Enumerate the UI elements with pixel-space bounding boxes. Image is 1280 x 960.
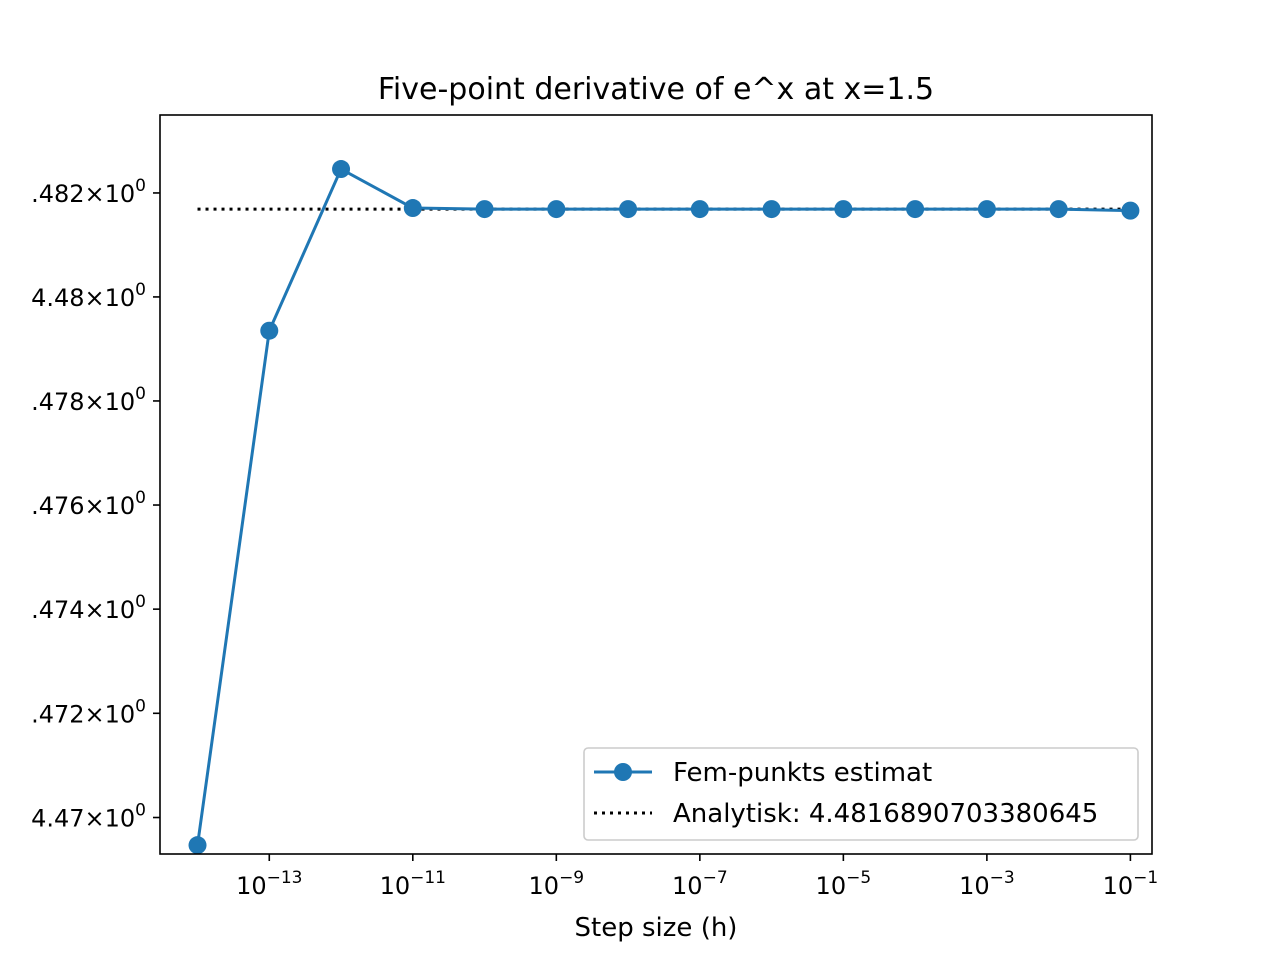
y-axis-ticks: 4.47×100 .472×100 .474×100 .476×100 .478×100… <box>31 176 160 833</box>
legend-label-estimate: Fem-punkts estimat <box>673 758 932 788</box>
y-tick-label: 4.47×100 <box>31 801 146 833</box>
estimate-point <box>1049 200 1068 219</box>
x-tick-label: 10−5 <box>816 868 872 900</box>
estimate-point <box>188 836 207 855</box>
legend-label-analytic: Analytisk: 4.4816890703380645 <box>673 799 1098 829</box>
estimate-point <box>332 160 351 179</box>
x-tick-label: 10−11 <box>380 868 446 900</box>
x-tick-label: 10−7 <box>672 868 728 900</box>
y-tick-label: .474×100 <box>31 592 146 624</box>
plot-frame <box>159 114 1153 855</box>
series-layer <box>188 160 1140 855</box>
legend: Fem-punkts estimat Analytisk: 4.48168907… <box>583 747 1139 841</box>
estimate-point <box>690 200 709 219</box>
x-tick-label: 10−1 <box>1103 868 1159 900</box>
y-tick-label: .476×100 <box>31 488 146 520</box>
x-axis-ticks: 10−13 10−11 10−9 10−7 10−5 10−3 10−1 <box>236 854 1158 900</box>
legend-marker-estimate <box>614 763 632 781</box>
chart-title: Five-point derivative of e^x at x=1.5 <box>378 72 934 107</box>
estimate-point <box>977 200 996 219</box>
x-tick-label: 10−13 <box>236 868 302 900</box>
estimate-line <box>196 167 1131 846</box>
estimate-point <box>834 200 853 219</box>
estimate-point <box>475 200 494 219</box>
estimate-point <box>762 200 781 219</box>
y-tick-label: 4.48×100 <box>31 280 146 312</box>
estimate-point <box>547 200 566 219</box>
y-tick-label: .472×100 <box>31 696 146 728</box>
y-tick-label: .482×100 <box>31 176 146 208</box>
estimate-point <box>619 200 638 219</box>
estimate-point <box>260 321 279 340</box>
estimate-point <box>403 199 422 218</box>
x-tick-label: 10−9 <box>529 868 585 900</box>
estimate-point <box>906 200 925 219</box>
x-tick-label: 10−3 <box>959 868 1015 900</box>
y-tick-label: .478×100 <box>31 384 146 416</box>
plot-background <box>160 115 1152 854</box>
plot-area <box>160 115 1152 854</box>
x-axis-label: Step size (h) <box>575 913 738 943</box>
legend-box <box>583 747 1139 841</box>
estimate-point <box>1121 201 1140 220</box>
